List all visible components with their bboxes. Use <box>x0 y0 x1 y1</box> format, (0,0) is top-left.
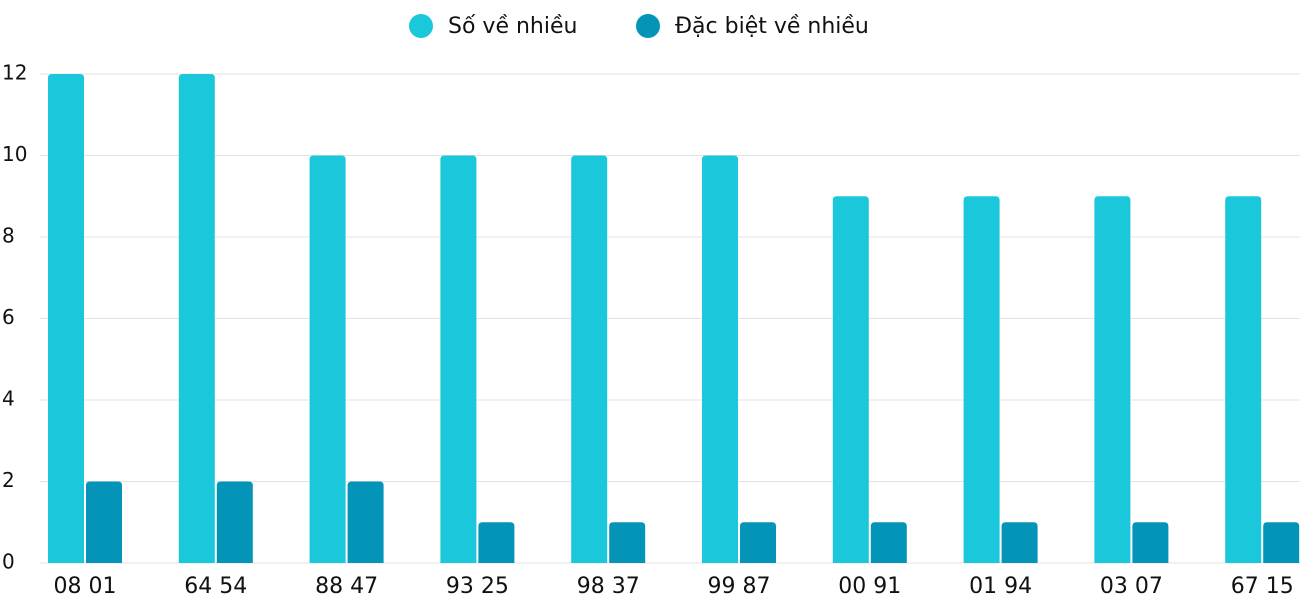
bar <box>740 522 776 563</box>
bar <box>216 481 253 563</box>
bar <box>702 155 738 563</box>
y-tick-label: 6 <box>2 305 15 329</box>
bar <box>86 481 122 563</box>
bar <box>963 196 1000 563</box>
bar <box>1094 196 1131 563</box>
bar <box>309 155 346 563</box>
bar <box>870 522 907 563</box>
bar <box>440 155 477 563</box>
y-tick-label: 4 <box>2 387 15 411</box>
y-tick-label: 0 <box>2 550 15 574</box>
x-tick-label: 00 91 <box>838 574 901 599</box>
bar <box>178 74 215 563</box>
x-tick-label: 01 94 <box>969 574 1032 599</box>
bar <box>832 196 869 563</box>
x-tick-label: 64 54 <box>184 574 247 599</box>
x-tick-label: 08 01 <box>54 574 117 599</box>
legend-label: Số về nhiều <box>448 14 577 39</box>
y-tick-label: 2 <box>2 468 15 492</box>
legend-label: Đặc biệt về nhiều <box>675 14 869 39</box>
bar <box>1263 522 1300 563</box>
bar <box>571 155 608 563</box>
bar <box>1001 522 1038 563</box>
x-tick-label: 99 87 <box>708 574 771 599</box>
x-tick-label: 03 07 <box>1100 574 1163 599</box>
legend-marker <box>636 14 660 38</box>
x-tick-label: 67 15 <box>1231 574 1294 599</box>
bar <box>1225 196 1262 563</box>
y-tick-label: 8 <box>2 224 15 248</box>
x-tick-label: 98 37 <box>577 574 640 599</box>
bar <box>478 522 515 563</box>
y-tick-label: 10 <box>2 142 27 166</box>
x-tick-label: 88 47 <box>315 574 378 599</box>
bar <box>48 74 84 563</box>
bar <box>609 522 646 563</box>
bar <box>347 481 384 563</box>
bar <box>1132 522 1169 563</box>
legend-marker <box>409 14 433 38</box>
x-tick-label: 93 25 <box>446 574 509 599</box>
y-tick-label: 12 <box>2 61 27 85</box>
